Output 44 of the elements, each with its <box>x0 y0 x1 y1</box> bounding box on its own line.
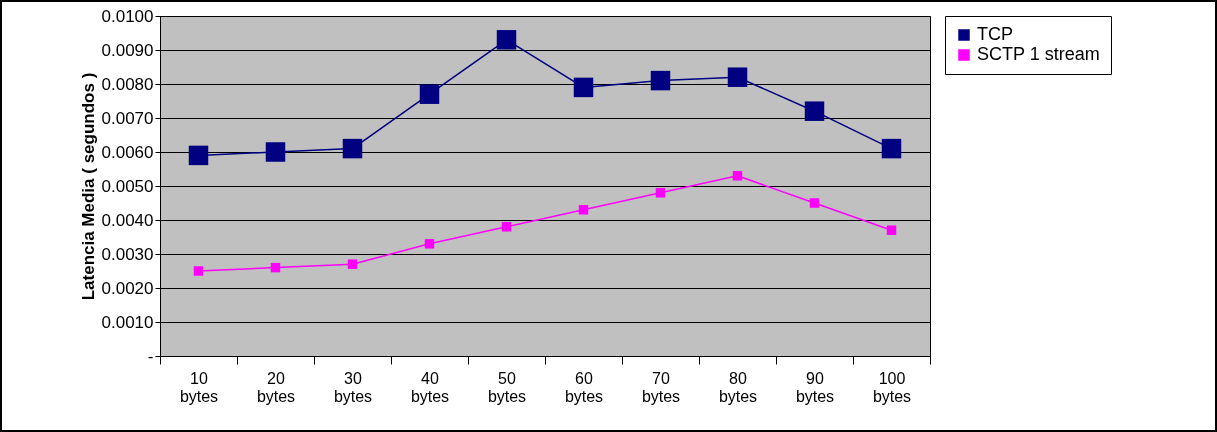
point <box>265 142 286 162</box>
y-tick-label: 0.0010 <box>101 312 154 332</box>
point <box>347 259 358 269</box>
point <box>188 145 209 166</box>
y-axis-title: Latencia Media ( segundos ) <box>78 72 98 301</box>
point <box>655 188 666 198</box>
x-tick-label: 50 bytes <box>487 369 527 405</box>
point <box>501 222 512 232</box>
point <box>424 239 435 249</box>
point <box>881 138 902 159</box>
x-tick-label: 20 bytes <box>256 369 296 405</box>
point <box>578 205 589 215</box>
x-tick-label: 60 bytes <box>564 369 604 405</box>
x-tick-label: 10 bytes <box>179 369 219 405</box>
legend-label: SCTP 1 stream <box>977 44 1100 64</box>
y-tick-label: 0.0090 <box>101 40 154 60</box>
y-tick-label: 0.0040 <box>101 210 154 230</box>
x-tick-label: 80 bytes <box>718 369 758 405</box>
x-tick-label: 90 bytes <box>795 369 835 405</box>
point <box>727 67 748 87</box>
point <box>496 30 517 50</box>
y-tick-label: 0.0070 <box>101 108 154 128</box>
y-tick-label: 0.0030 <box>101 244 154 264</box>
point <box>886 225 897 235</box>
y-tick-label: 0.0080 <box>101 74 154 94</box>
point <box>419 84 440 104</box>
point <box>193 266 204 276</box>
x-tick-label: 100 bytes <box>872 369 912 405</box>
legend-label: TCP <box>977 24 1013 44</box>
point <box>809 198 820 208</box>
point <box>732 171 743 181</box>
x-tick-label: 30 bytes <box>333 369 373 405</box>
y-tick-label: 0.0020 <box>101 278 154 298</box>
point <box>270 262 281 273</box>
point <box>342 138 363 159</box>
y-tick-label: 0.0060 <box>101 142 154 162</box>
y-tick-label: - <box>147 346 154 366</box>
point <box>650 70 671 91</box>
y-tick-label: 0.0100 <box>101 6 154 26</box>
point <box>804 101 825 121</box>
x-tick-label: 40 bytes <box>410 369 450 405</box>
point <box>573 77 594 98</box>
x-tick-label: 70 bytes <box>641 369 681 405</box>
y-tick-label: 0.0050 <box>101 176 154 196</box>
